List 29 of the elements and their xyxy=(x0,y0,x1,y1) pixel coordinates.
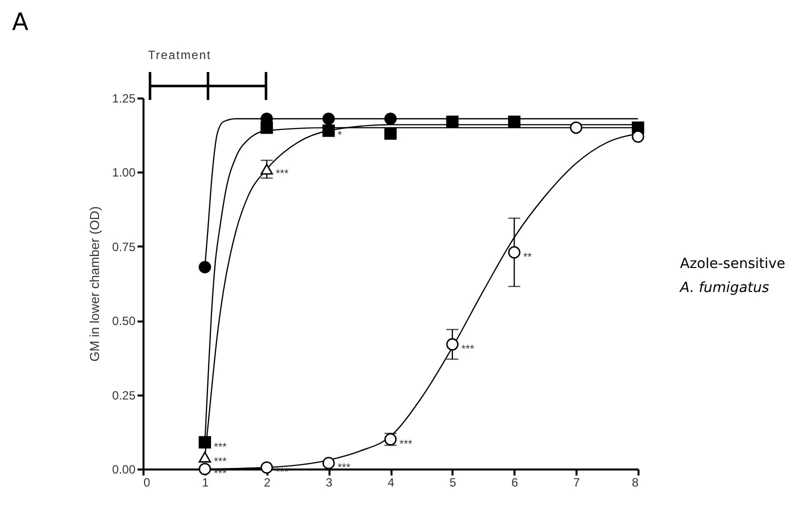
annotation: *** xyxy=(214,468,228,480)
annotation: *** xyxy=(214,456,228,468)
x-tick-label: 5 xyxy=(450,476,457,490)
text: A. fumigatus xyxy=(680,280,770,296)
text: Treatment xyxy=(148,48,212,62)
x-tick-label: 4 xyxy=(388,476,395,490)
y-tick-label: 0.00 xyxy=(112,462,136,476)
y-tick-label: 0.50 xyxy=(112,314,136,328)
x-tick-label: 0 xyxy=(144,476,150,490)
x-tick-label: 8 xyxy=(632,476,639,490)
y-axis-title: GM in lower chamber (OD) xyxy=(87,206,102,362)
x-tick-label: 2 xyxy=(264,476,271,490)
annotation: *** xyxy=(400,438,414,450)
annotation: * xyxy=(338,130,343,142)
x-tick-label: 7 xyxy=(573,476,580,490)
y-tick-label: 1.25 xyxy=(112,92,136,106)
y-tick-label: 1.00 xyxy=(112,166,136,180)
annotation: *** xyxy=(338,462,352,474)
text: A xyxy=(12,8,28,36)
annotation: *** xyxy=(276,168,290,180)
y-tick-label: 0.25 xyxy=(112,388,136,402)
x-tick-label: 3 xyxy=(326,476,333,490)
annotation: *** xyxy=(214,441,228,454)
y-tick-label: 0.75 xyxy=(112,240,136,254)
text: Azole-sensitive xyxy=(680,256,786,272)
x-tick-label: 6 xyxy=(511,476,518,490)
x-tick-label: 1 xyxy=(202,476,210,490)
annotation: *** xyxy=(461,343,475,356)
annotation: ** xyxy=(523,251,533,264)
